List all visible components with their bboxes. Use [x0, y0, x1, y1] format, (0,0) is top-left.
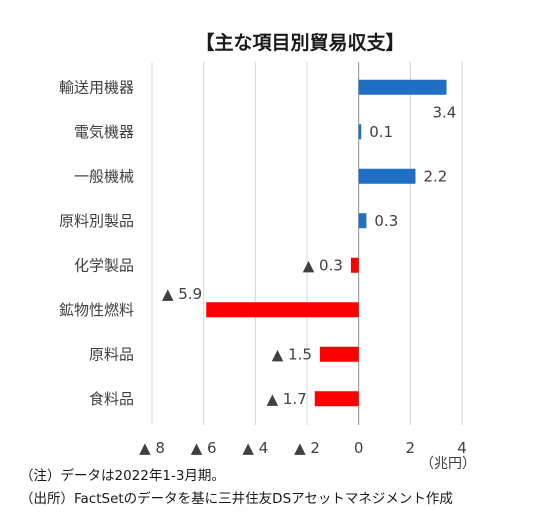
category-label: 原料品	[89, 345, 134, 363]
category-label: 輸送用機器	[59, 78, 134, 96]
data-label: ▲ 1.5	[272, 345, 312, 363]
data-label: 0.3	[374, 212, 398, 230]
bar	[358, 168, 416, 184]
bar	[358, 124, 362, 140]
category-label: 一般機械	[74, 167, 134, 185]
chart-title: 【主な項目別貿易収支】	[195, 31, 404, 54]
category-label: 鉱物性燃料	[59, 301, 134, 319]
bar	[314, 391, 359, 407]
bar	[358, 79, 447, 95]
x-tick-label: ▲ 6	[191, 439, 217, 457]
data-label: ▲ 5.9	[162, 285, 202, 303]
x-tick-labels: ▲ 8 ▲ 6 ▲ 4 ▲ 2 0 2 4	[139, 439, 467, 457]
category-label: 化学製品	[74, 256, 134, 274]
data-labels: 3.4 0.1 2.2 0.3 ▲ 0.3 ▲ 5.9 ▲ 1.5 ▲ 1.7	[162, 103, 456, 408]
bar	[206, 302, 359, 318]
footnote-source: （出所）FactSetのデータを基に三井住友DSアセットマネジメント作成	[20, 490, 453, 507]
footnote-data: （注）データは2022年1-3月期。	[20, 467, 225, 484]
data-label: 0.1	[369, 123, 393, 141]
category-label: 原料別製品	[59, 212, 134, 230]
bars	[206, 79, 447, 407]
bar	[358, 213, 367, 229]
x-tick-label: 4	[457, 439, 467, 457]
data-label: 2.2	[424, 167, 448, 185]
data-label: ▲ 1.7	[267, 390, 307, 408]
x-tick-label: ▲ 2	[294, 439, 320, 457]
category-label: 食料品	[89, 390, 134, 408]
gridlines	[151, 62, 463, 425]
x-tick-label: ▲ 4	[242, 439, 268, 457]
bar	[350, 257, 359, 273]
data-label: ▲ 0.3	[303, 256, 343, 274]
category-label: 電気機器	[74, 123, 134, 141]
x-tick-label: 0	[354, 439, 364, 457]
x-axis-unit: （兆円）	[420, 456, 476, 472]
bar	[319, 346, 359, 362]
data-label: 3.4	[433, 103, 457, 121]
x-tick-label: 2	[406, 439, 416, 457]
x-tick-label: ▲ 8	[139, 439, 165, 457]
